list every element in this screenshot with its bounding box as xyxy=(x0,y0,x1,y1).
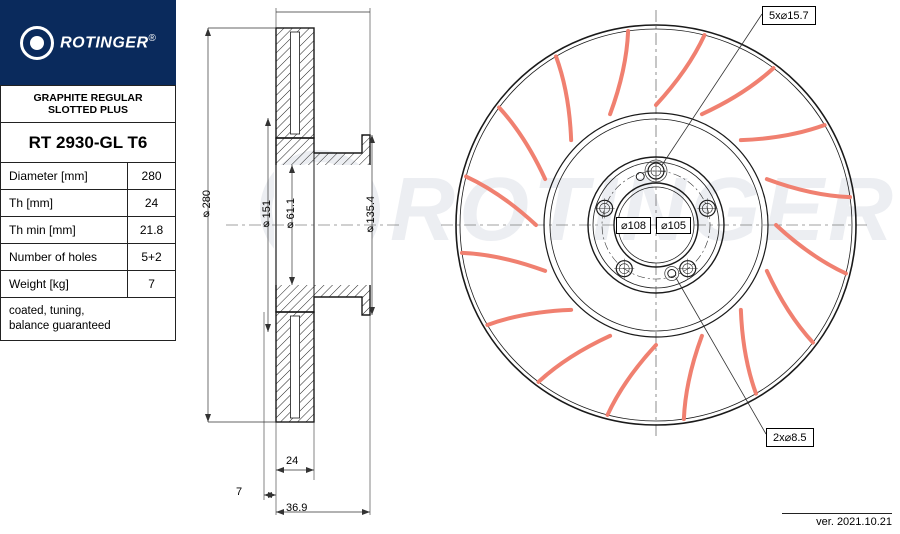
table-row: Diameter [mm]280 xyxy=(1,163,176,190)
logo-wheel-icon xyxy=(20,26,54,60)
callout-bolt-holes: 5x⌀15.7 xyxy=(762,6,816,25)
part-number: RT 2930-GL T6 xyxy=(1,123,176,163)
dim-bolt-pcd: ⌀108 xyxy=(616,217,651,234)
logo-text: ROTINGER xyxy=(60,34,148,51)
technical-drawing: ⌀280 ⌀151 ⌀61.1 ⌀135.4 ⌀108 ⌀105 24 7 36… xyxy=(176,0,900,534)
spec-table: GRAPHITE REGULAR SLOTTED PLUS RT 2930-GL… xyxy=(0,85,176,341)
dim-pcd-ref: ⌀135.4 xyxy=(364,196,377,237)
table-row: Number of holes5+2 xyxy=(1,244,176,271)
callout-index-holes: 2x⌀8.5 xyxy=(766,428,814,447)
dim-thickness: 24 xyxy=(286,455,298,467)
version-label: ver. 2021.10.21 xyxy=(782,513,892,528)
dim-offset: 7 xyxy=(236,486,242,498)
dim-hat-depth: 36.9 xyxy=(286,502,307,514)
brand-logo: ROTINGER® xyxy=(0,0,176,85)
table-row: Th min [mm]21.8 xyxy=(1,217,176,244)
dim-hub-bore: ⌀61.1 xyxy=(284,198,297,232)
dim-outer-dia: ⌀280 xyxy=(200,190,213,221)
dim-inner-dia: ⌀151 xyxy=(260,200,273,231)
dim-pilot-dia: ⌀105 xyxy=(656,217,691,234)
spec-notes: coated, tuning, balance guaranteed xyxy=(1,298,176,341)
table-row: Th [mm]24 xyxy=(1,190,176,217)
table-row: Weight [kg]7 xyxy=(1,271,176,298)
logo-registered: ® xyxy=(149,33,156,44)
spec-header: GRAPHITE REGULAR SLOTTED PLUS xyxy=(1,86,176,123)
